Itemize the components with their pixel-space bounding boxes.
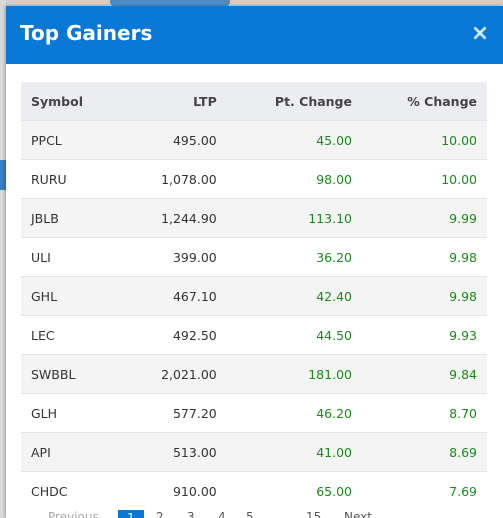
table-row[interactable]: CHDC 910.00 65.00 7.69 [21, 471, 487, 510]
background-highlight [0, 160, 6, 190]
pagination-next[interactable]: Next [344, 510, 372, 518]
gainers-table: Symbol LTP Pt. Change % Change PPCL 495.… [21, 82, 487, 510]
cell-symbol: ULI [21, 237, 122, 277]
top-gainers-modal: Top Gainers × Symbol LTP Pt. Change % Ch… [6, 6, 503, 518]
cell-pct-change: 7.69 [361, 471, 487, 510]
pagination-page-1[interactable]: 1 [118, 510, 144, 518]
cell-pct-change: 10.00 [361, 120, 487, 160]
table-row[interactable]: GLH 577.20 46.20 8.70 [21, 393, 487, 433]
background-page-strip [0, 0, 503, 6]
cell-pt-change: 46.20 [226, 393, 362, 433]
background-page-edge [0, 0, 6, 518]
column-header-pt-change[interactable]: Pt. Change [226, 82, 362, 121]
cell-symbol: LEC [21, 315, 122, 355]
cell-symbol: CHDC [21, 471, 122, 510]
cell-pct-change: 8.70 [361, 393, 487, 433]
cell-pt-change: 42.40 [226, 276, 362, 316]
cell-symbol: GHL [21, 276, 122, 316]
cell-ltp: 2,021.00 [121, 354, 227, 394]
column-header-pct-change[interactable]: % Change [361, 82, 487, 121]
pagination-previous[interactable]: Previous [48, 510, 99, 518]
cell-ltp: 513.00 [121, 432, 227, 472]
table-row[interactable]: PPCL 495.00 45.00 10.00 [21, 120, 487, 160]
cell-pt-change: 98.00 [226, 159, 362, 199]
cell-symbol: JBLB [21, 198, 122, 238]
cell-ltp: 1,244.90 [121, 198, 227, 238]
close-icon[interactable]: × [470, 21, 490, 46]
cell-pct-change: 9.84 [361, 354, 487, 394]
cell-symbol: RURU [21, 159, 122, 199]
pagination-page-2[interactable]: 2 [156, 510, 164, 518]
column-header-symbol[interactable]: Symbol [21, 82, 122, 121]
cell-ltp: 467.10 [121, 276, 227, 316]
cell-pct-change: 9.98 [361, 276, 487, 316]
cell-pt-change: 181.00 [226, 354, 362, 394]
cell-pt-change: 41.00 [226, 432, 362, 472]
cell-pct-change: 9.93 [361, 315, 487, 355]
table-header-row: Symbol LTP Pt. Change % Change [21, 82, 487, 121]
pagination-page-last[interactable]: 15 [306, 510, 322, 518]
cell-ltp: 492.50 [121, 315, 227, 355]
table-row[interactable]: LEC 492.50 44.50 9.93 [21, 315, 487, 355]
cell-pt-change: 113.10 [226, 198, 362, 238]
table-row[interactable]: JBLB 1,244.90 113.10 9.99 [21, 198, 487, 238]
cell-pct-change: 9.99 [361, 198, 487, 238]
pagination-page-3[interactable]: 3 [187, 510, 195, 518]
cell-pct-change: 8.69 [361, 432, 487, 472]
cell-pct-change: 10.00 [361, 159, 487, 199]
pagination-ellipsis: ... [278, 510, 290, 518]
pagination-page-5[interactable]: 5 [246, 510, 254, 518]
table-row[interactable]: API 513.00 41.00 8.69 [21, 432, 487, 472]
cell-ltp: 577.20 [121, 393, 227, 433]
background-tab [110, 0, 230, 6]
cell-pt-change: 45.00 [226, 120, 362, 160]
cell-symbol: PPCL [21, 120, 122, 160]
cell-symbol: SWBBL [21, 354, 122, 394]
cell-ltp: 1,078.00 [121, 159, 227, 199]
cell-pct-change: 9.98 [361, 237, 487, 277]
table-row[interactable]: RURU 1,078.00 98.00 10.00 [21, 159, 487, 199]
table-row[interactable]: GHL 467.10 42.40 9.98 [21, 276, 487, 316]
table-row[interactable]: SWBBL 2,021.00 181.00 9.84 [21, 354, 487, 394]
cell-symbol: API [21, 432, 122, 472]
modal-header: Top Gainers × [6, 6, 503, 64]
cell-ltp: 399.00 [121, 237, 227, 277]
cell-symbol: GLH [21, 393, 122, 433]
cell-pt-change: 65.00 [226, 471, 362, 510]
cell-pt-change: 36.20 [226, 237, 362, 277]
table-row[interactable]: ULI 399.00 36.20 9.98 [21, 237, 487, 277]
cell-ltp: 910.00 [121, 471, 227, 510]
cell-ltp: 495.00 [121, 120, 227, 160]
modal-title: Top Gainers [20, 21, 153, 45]
pagination-page-4[interactable]: 4 [218, 510, 226, 518]
column-header-ltp[interactable]: LTP [121, 82, 227, 121]
cell-pt-change: 44.50 [226, 315, 362, 355]
pagination: Previous 1 2 3 4 5 ... 15 Next [6, 506, 503, 518]
